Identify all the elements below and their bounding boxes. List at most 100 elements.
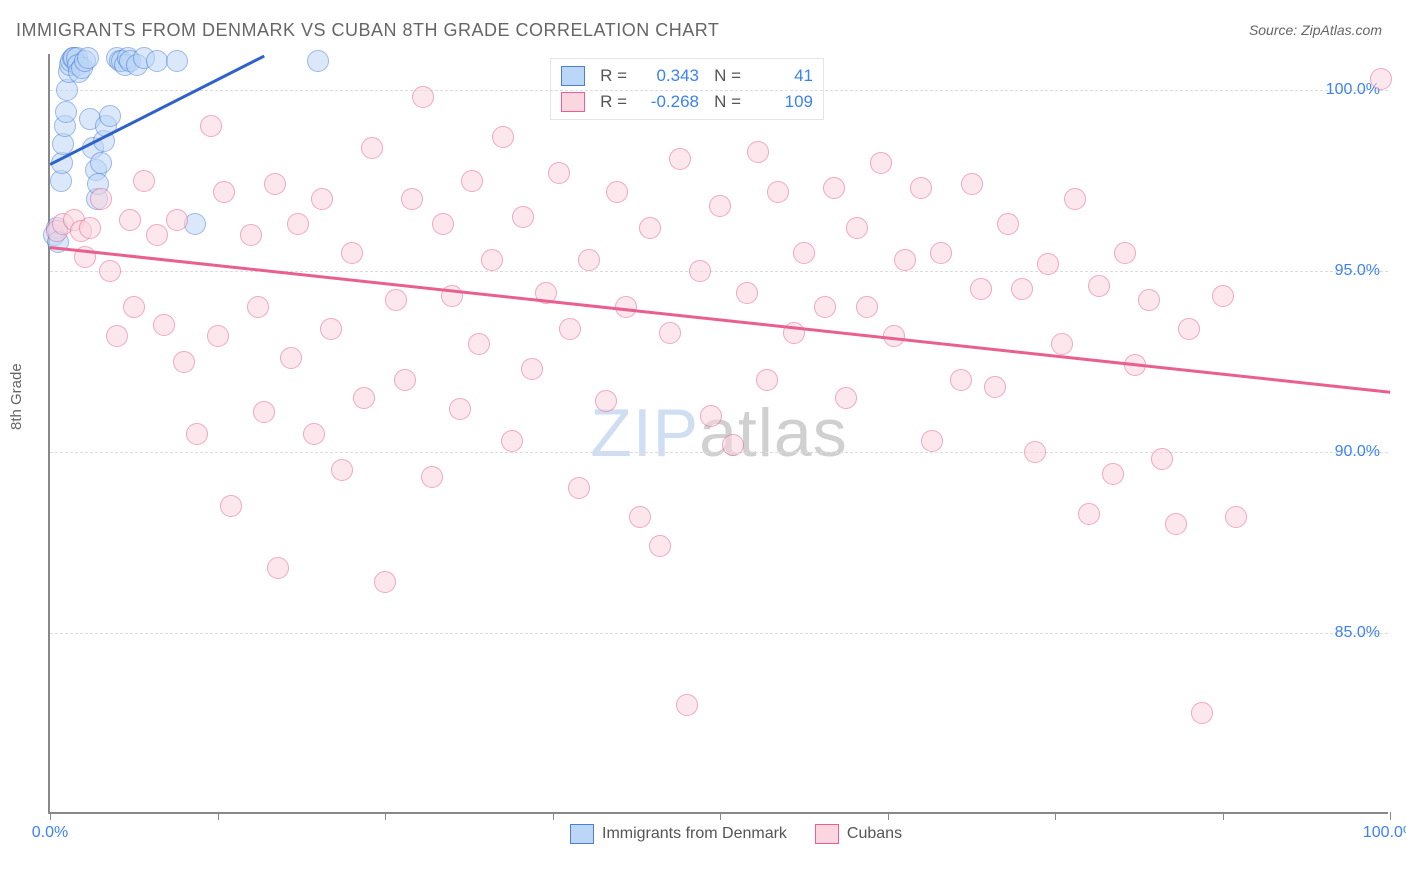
- data-point-cubans: [639, 217, 661, 239]
- legend-swatch-denmark: [570, 824, 594, 844]
- data-point-cubans: [700, 405, 722, 427]
- data-point-cubans: [1212, 285, 1234, 307]
- data-point-cubans: [240, 224, 262, 246]
- data-point-cubans: [353, 387, 375, 409]
- x-tick-label: 100.0%: [1363, 824, 1406, 842]
- data-point-cubans: [287, 213, 309, 235]
- data-point-cubans: [521, 358, 543, 380]
- gridline: [50, 452, 1388, 453]
- data-point-cubans: [123, 296, 145, 318]
- data-point-cubans: [676, 694, 698, 716]
- stats-row-cubans: R = -0.268 N = 109: [561, 89, 813, 115]
- n-label: N =: [707, 63, 741, 89]
- n-value-cubans: 109: [749, 89, 813, 115]
- legend: Immigrants from Denmark Cubans: [570, 824, 902, 844]
- watermark: ZIPatlas: [590, 394, 847, 472]
- r-label: R =: [593, 89, 627, 115]
- data-point-cubans: [331, 459, 353, 481]
- data-point-cubans: [119, 209, 141, 231]
- gridline: [50, 633, 1388, 634]
- legend-swatch-cubans: [815, 824, 839, 844]
- data-point-cubans: [689, 260, 711, 282]
- data-point-cubans: [559, 318, 581, 340]
- data-point-cubans: [311, 188, 333, 210]
- data-point-cubans: [267, 557, 289, 579]
- data-point-cubans: [1011, 278, 1033, 300]
- data-point-cubans: [930, 242, 952, 264]
- data-point-cubans: [1064, 188, 1086, 210]
- data-point-cubans: [961, 173, 983, 195]
- y-tick-label: 95.0%: [1335, 262, 1380, 280]
- data-point-cubans: [823, 177, 845, 199]
- gridline: [50, 271, 1388, 272]
- data-point-cubans: [756, 369, 778, 391]
- data-point-cubans: [264, 173, 286, 195]
- swatch-denmark: [561, 66, 585, 86]
- data-point-cubans: [449, 398, 471, 420]
- data-point-denmark: [307, 50, 329, 72]
- data-point-cubans: [835, 387, 857, 409]
- x-tick: [1055, 812, 1056, 820]
- data-point-cubans: [1037, 253, 1059, 275]
- data-point-cubans: [659, 322, 681, 344]
- data-point-cubans: [709, 195, 731, 217]
- data-point-cubans: [1191, 702, 1213, 724]
- data-point-cubans: [412, 86, 434, 108]
- data-point-cubans: [870, 152, 892, 174]
- x-tick: [50, 812, 51, 820]
- x-tick: [218, 812, 219, 820]
- data-point-cubans: [468, 333, 490, 355]
- chart-title: IMMIGRANTS FROM DENMARK VS CUBAN 8TH GRA…: [16, 20, 719, 41]
- data-point-denmark: [166, 50, 188, 72]
- data-point-cubans: [1051, 333, 1073, 355]
- data-point-cubans: [166, 209, 188, 231]
- data-point-cubans: [1024, 441, 1046, 463]
- swatch-cubans: [561, 92, 585, 112]
- data-point-cubans: [722, 434, 744, 456]
- x-tick: [553, 812, 554, 820]
- data-point-cubans: [736, 282, 758, 304]
- data-point-cubans: [303, 423, 325, 445]
- data-point-cubans: [1088, 275, 1110, 297]
- data-point-cubans: [220, 495, 242, 517]
- data-point-cubans: [568, 477, 590, 499]
- x-tick: [385, 812, 386, 820]
- x-tick: [1390, 812, 1391, 820]
- n-label: N =: [707, 89, 741, 115]
- n-value-denmark: 41: [749, 63, 813, 89]
- legend-label-cubans: Cubans: [847, 825, 902, 843]
- data-point-cubans: [894, 249, 916, 271]
- data-point-cubans: [814, 296, 836, 318]
- data-point-cubans: [385, 289, 407, 311]
- data-point-cubans: [856, 296, 878, 318]
- data-point-cubans: [461, 170, 483, 192]
- data-point-cubans: [1102, 463, 1124, 485]
- data-point-cubans: [910, 177, 932, 199]
- data-point-cubans: [133, 170, 155, 192]
- data-point-cubans: [280, 347, 302, 369]
- data-point-cubans: [247, 296, 269, 318]
- r-value-cubans: -0.268: [635, 89, 699, 115]
- data-point-cubans: [1370, 68, 1392, 90]
- y-axis-label: 8th Grade: [8, 363, 25, 430]
- data-point-denmark: [77, 47, 99, 69]
- data-point-cubans: [921, 430, 943, 452]
- data-point-cubans: [401, 188, 423, 210]
- data-point-cubans: [984, 376, 1006, 398]
- data-point-cubans: [629, 506, 651, 528]
- data-point-cubans: [950, 369, 972, 391]
- data-point-cubans: [606, 181, 628, 203]
- data-point-cubans: [99, 260, 121, 282]
- data-point-denmark: [146, 50, 168, 72]
- x-tick: [1223, 812, 1224, 820]
- data-point-cubans: [793, 242, 815, 264]
- y-tick-label: 90.0%: [1335, 443, 1380, 461]
- gridline: [50, 90, 1388, 91]
- data-point-cubans: [320, 318, 342, 340]
- data-point-cubans: [146, 224, 168, 246]
- legend-item-cubans: Cubans: [815, 824, 902, 844]
- data-point-cubans: [213, 181, 235, 203]
- data-point-cubans: [341, 242, 363, 264]
- data-point-cubans: [1138, 289, 1160, 311]
- data-point-cubans: [846, 217, 868, 239]
